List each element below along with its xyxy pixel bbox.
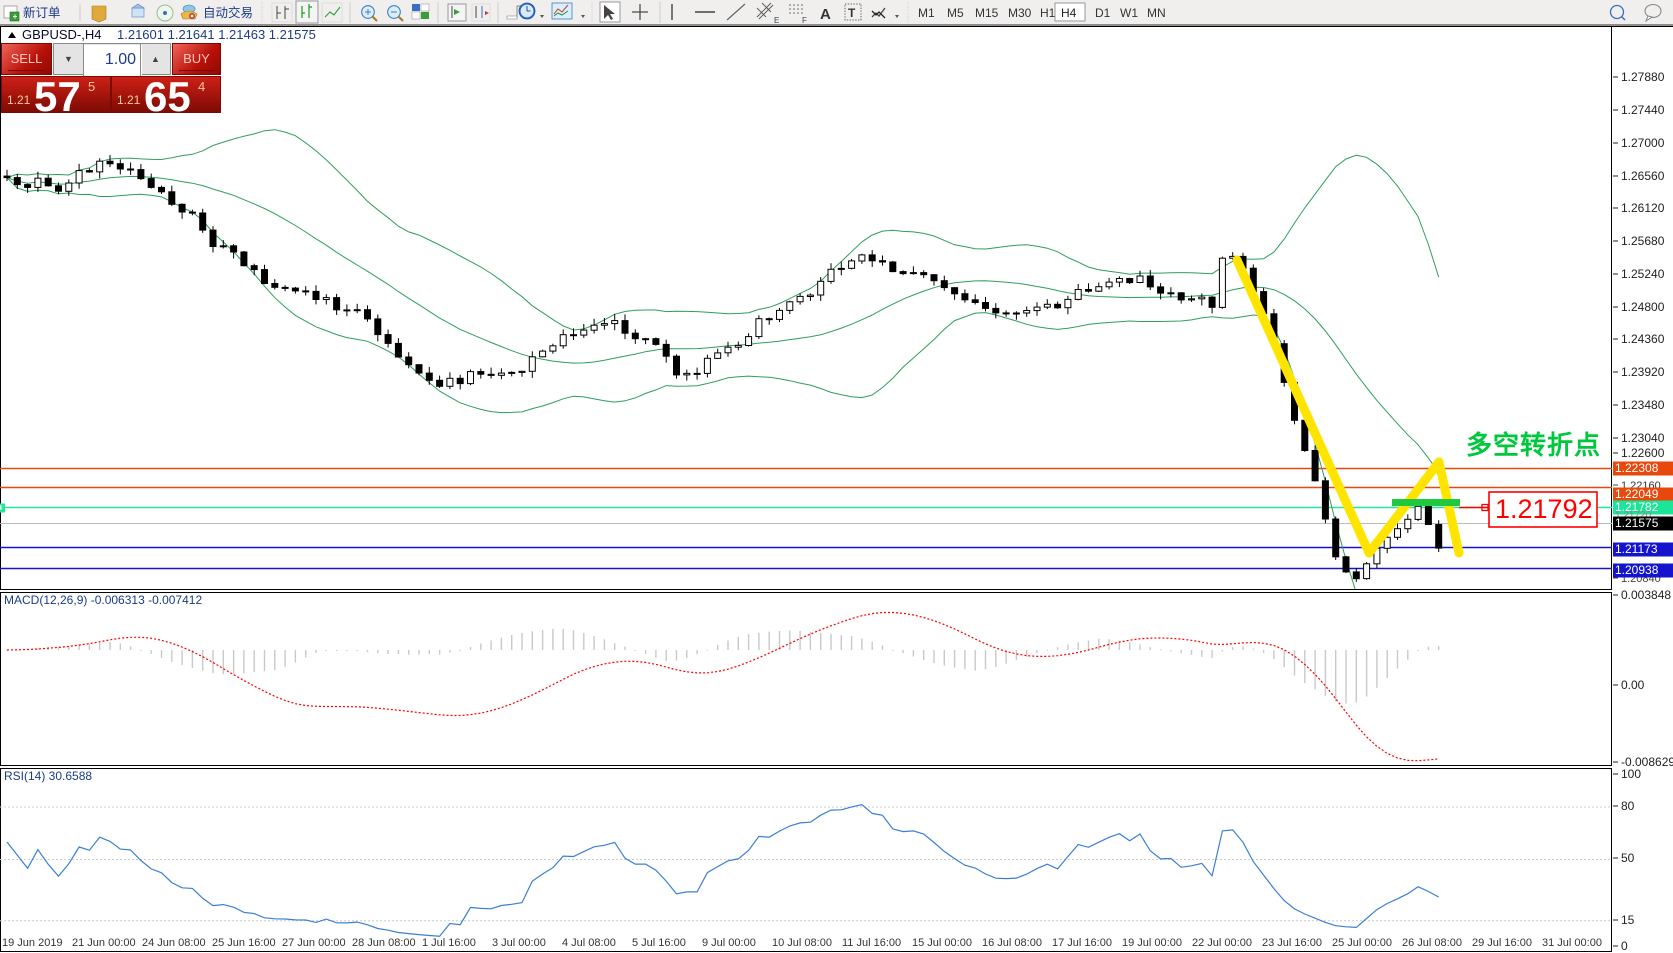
svg-text:21 Jun 00:00: 21 Jun 00:00 xyxy=(72,937,136,949)
svg-text:27 Jun 00:00: 27 Jun 00:00 xyxy=(282,937,346,949)
svg-text:16 Jul 08:00: 16 Jul 08:00 xyxy=(982,937,1042,949)
svg-text:5 Jul 16:00: 5 Jul 16:00 xyxy=(632,937,686,949)
svg-text:9 Jul 00:00: 9 Jul 00:00 xyxy=(702,937,756,949)
svg-text:22 Jul 00:00: 22 Jul 00:00 xyxy=(1192,937,1252,949)
svg-text:25 Jul 00:00: 25 Jul 00:00 xyxy=(1332,937,1392,949)
svg-text:19 Jul 00:00: 19 Jul 00:00 xyxy=(1122,937,1182,949)
svg-text:10 Jul 08:00: 10 Jul 08:00 xyxy=(772,937,832,949)
svg-text:3 Jul 00:00: 3 Jul 00:00 xyxy=(492,937,546,949)
svg-text:1 Jul 16:00: 1 Jul 16:00 xyxy=(422,937,476,949)
svg-text:25 Jun 16:00: 25 Jun 16:00 xyxy=(212,937,276,949)
svg-text:15 Jul 00:00: 15 Jul 00:00 xyxy=(912,937,972,949)
svg-text:29 Jul 16:00: 29 Jul 16:00 xyxy=(1472,937,1532,949)
svg-text:11 Jul 16:00: 11 Jul 16:00 xyxy=(842,937,901,949)
svg-text:4 Jul 08:00: 4 Jul 08:00 xyxy=(562,937,616,949)
svg-text:17 Jul 16:00: 17 Jul 16:00 xyxy=(1052,937,1112,949)
svg-text:23 Jul 16:00: 23 Jul 16:00 xyxy=(1262,937,1322,949)
svg-text:26 Jul 08:00: 26 Jul 08:00 xyxy=(1402,937,1462,949)
svg-text:24 Jun 08:00: 24 Jun 08:00 xyxy=(142,937,206,949)
svg-text:31 Jul 00:00: 31 Jul 00:00 xyxy=(1542,937,1602,949)
svg-text:19 Jun 2019: 19 Jun 2019 xyxy=(2,937,63,949)
svg-text:28 Jun 08:00: 28 Jun 08:00 xyxy=(352,937,416,949)
